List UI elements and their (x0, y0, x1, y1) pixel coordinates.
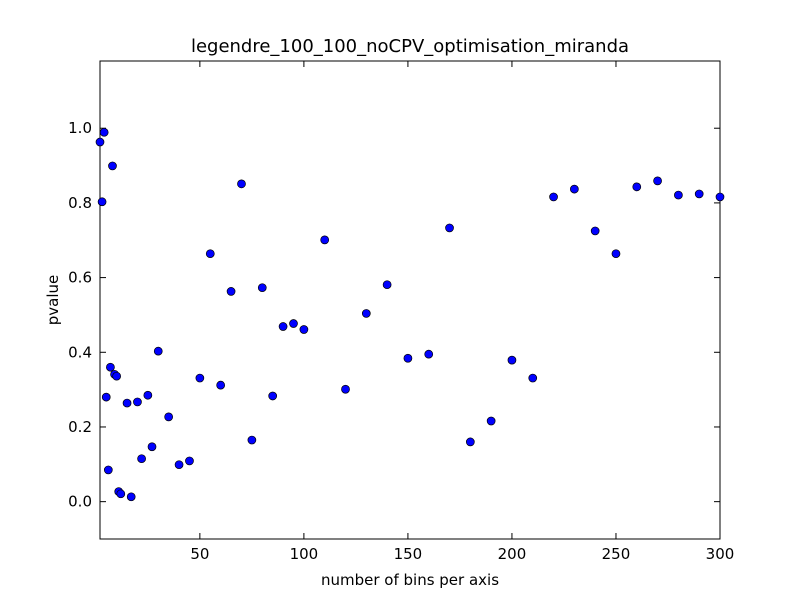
plot-frame (99, 60, 721, 540)
x-tick-label: 300 (706, 545, 735, 563)
point (101, 392, 111, 402)
point (247, 435, 257, 445)
point (153, 346, 163, 356)
y-axis-label: pvalue (44, 275, 62, 326)
point (445, 223, 454, 233)
point (99, 127, 109, 137)
point (341, 384, 350, 394)
point (424, 349, 434, 359)
point (195, 373, 205, 383)
point (216, 380, 226, 390)
point (320, 235, 330, 245)
point (674, 190, 683, 200)
point (112, 371, 121, 381)
point (143, 390, 153, 400)
point (126, 492, 136, 502)
point (278, 322, 288, 331)
point (611, 249, 621, 259)
x-tick-label: 100 (290, 545, 319, 563)
point (268, 391, 278, 401)
point (715, 192, 725, 202)
point (205, 249, 215, 259)
y-tick-label: 1.0 (68, 119, 92, 137)
y-tick-label: 0.6 (68, 269, 92, 287)
point (257, 283, 267, 293)
point (116, 489, 126, 499)
point (632, 182, 642, 192)
point (694, 189, 704, 199)
point (570, 184, 579, 194)
point (185, 456, 194, 466)
y-tick-label: 0.0 (68, 493, 92, 511)
point (237, 179, 246, 189)
chart-title: legendre_100_100_noCPV_optimisation_mira… (191, 36, 629, 57)
y-tick-label: 0.8 (68, 194, 92, 212)
point (106, 362, 115, 372)
point (403, 353, 413, 363)
point (382, 280, 392, 290)
point (108, 161, 117, 171)
point (97, 197, 107, 207)
point (465, 437, 475, 447)
y-tick-label: 0.2 (68, 418, 92, 436)
point (486, 416, 496, 426)
point (164, 412, 174, 422)
point (590, 226, 600, 236)
x-tick-label: 150 (394, 545, 423, 563)
point (507, 355, 517, 365)
point (174, 460, 184, 470)
x-tick-label: 200 (498, 545, 527, 563)
point (122, 398, 132, 408)
point (95, 137, 105, 147)
x-axis-label: number of bins per axis (321, 571, 499, 589)
y-tick-label: 0.4 (68, 343, 92, 361)
point (289, 319, 298, 328)
point (103, 465, 113, 475)
point (147, 442, 157, 452)
point (133, 397, 142, 407)
x-tick-label: 250 (602, 545, 631, 563)
point (549, 192, 558, 202)
point (226, 287, 236, 296)
point (653, 176, 662, 186)
point (361, 309, 371, 318)
point (137, 454, 146, 464)
point (299, 325, 309, 334)
point (528, 373, 538, 383)
x-tick-label: 50 (190, 545, 209, 563)
